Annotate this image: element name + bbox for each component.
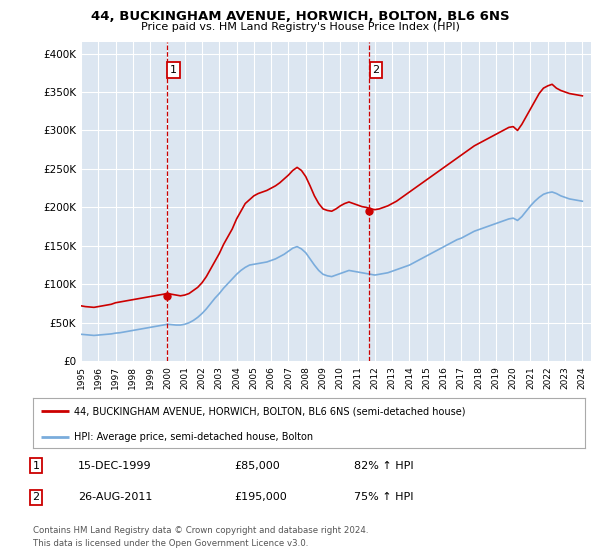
Text: 82% ↑ HPI: 82% ↑ HPI	[354, 461, 413, 471]
Text: £195,000: £195,000	[234, 492, 287, 502]
Text: Price paid vs. HM Land Registry's House Price Index (HPI): Price paid vs. HM Land Registry's House …	[140, 22, 460, 32]
Text: 1: 1	[170, 65, 177, 75]
Text: 75% ↑ HPI: 75% ↑ HPI	[354, 492, 413, 502]
Text: 15-DEC-1999: 15-DEC-1999	[78, 461, 152, 471]
Text: 26-AUG-2011: 26-AUG-2011	[78, 492, 152, 502]
Text: This data is licensed under the Open Government Licence v3.0.: This data is licensed under the Open Gov…	[33, 539, 308, 548]
Text: 44, BUCKINGHAM AVENUE, HORWICH, BOLTON, BL6 6NS (semi-detached house): 44, BUCKINGHAM AVENUE, HORWICH, BOLTON, …	[74, 406, 466, 416]
Text: 44, BUCKINGHAM AVENUE, HORWICH, BOLTON, BL6 6NS: 44, BUCKINGHAM AVENUE, HORWICH, BOLTON, …	[91, 10, 509, 23]
Text: 2: 2	[373, 65, 379, 75]
Text: £85,000: £85,000	[234, 461, 280, 471]
Text: 2: 2	[32, 492, 40, 502]
Text: Contains HM Land Registry data © Crown copyright and database right 2024.: Contains HM Land Registry data © Crown c…	[33, 526, 368, 535]
Text: HPI: Average price, semi-detached house, Bolton: HPI: Average price, semi-detached house,…	[74, 432, 314, 442]
Text: 1: 1	[32, 461, 40, 471]
